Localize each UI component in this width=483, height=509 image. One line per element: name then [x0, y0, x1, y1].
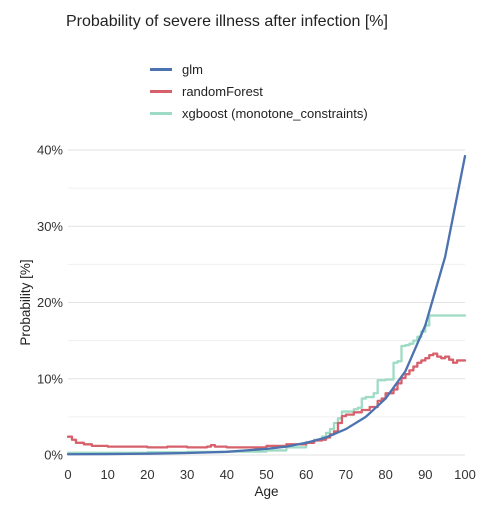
- legend-swatch-glm: [150, 67, 172, 71]
- x-tick-label: 0: [64, 467, 71, 482]
- legend-item-xgboost: xgboost (monotone_constraints): [150, 102, 368, 124]
- x-tick-label: 20: [140, 467, 154, 482]
- legend: glm randomForest xgboost (monotone_const…: [150, 58, 368, 124]
- legend-label-xgboost: xgboost (monotone_constraints): [182, 105, 368, 121]
- x-tick-label: 90: [418, 467, 432, 482]
- legend-item-glm: glm: [150, 58, 368, 80]
- x-tick-label: 50: [259, 467, 273, 482]
- series-layer: [66, 154, 467, 456]
- legend-swatch-xgboost: [150, 111, 172, 115]
- x-tick-label: 80: [378, 467, 392, 482]
- x-tick-label: 40: [220, 467, 234, 482]
- legend-item-randomforest: randomForest: [150, 80, 368, 102]
- axis-layer: 0% 10% 20% 30% 40% 0 10 20 30 40 50 60 70 80 90 100 Age P…: [18, 143, 476, 500]
- legend-label-glm: glm: [182, 61, 203, 77]
- legend-label-randomforest: randomForest: [182, 83, 263, 99]
- x-tick-label: 30: [180, 467, 194, 482]
- legend-swatch-randomforest: [150, 89, 172, 93]
- x-axis-title: Age: [254, 484, 278, 499]
- x-tick-label: 70: [339, 467, 353, 482]
- y-axis-title: Probability [%]: [18, 259, 33, 345]
- y-tick-label: 30%: [37, 219, 63, 234]
- chart-title: Probability of severe illness after infe…: [66, 13, 388, 30]
- x-tick-label: 100: [454, 467, 476, 482]
- y-tick-label: 0%: [44, 448, 63, 463]
- grid-layer: [68, 149, 465, 456]
- x-tick-label: 60: [299, 467, 313, 482]
- series-line-glm: [66, 154, 467, 456]
- y-tick-label: 20%: [37, 295, 63, 310]
- x-tick-label: 10: [100, 467, 114, 482]
- y-tick-label: 40%: [37, 143, 63, 158]
- y-tick-label: 10%: [37, 371, 63, 386]
- series-line-xgboost: [66, 314, 467, 454]
- series-line-randomforest: [66, 352, 467, 449]
